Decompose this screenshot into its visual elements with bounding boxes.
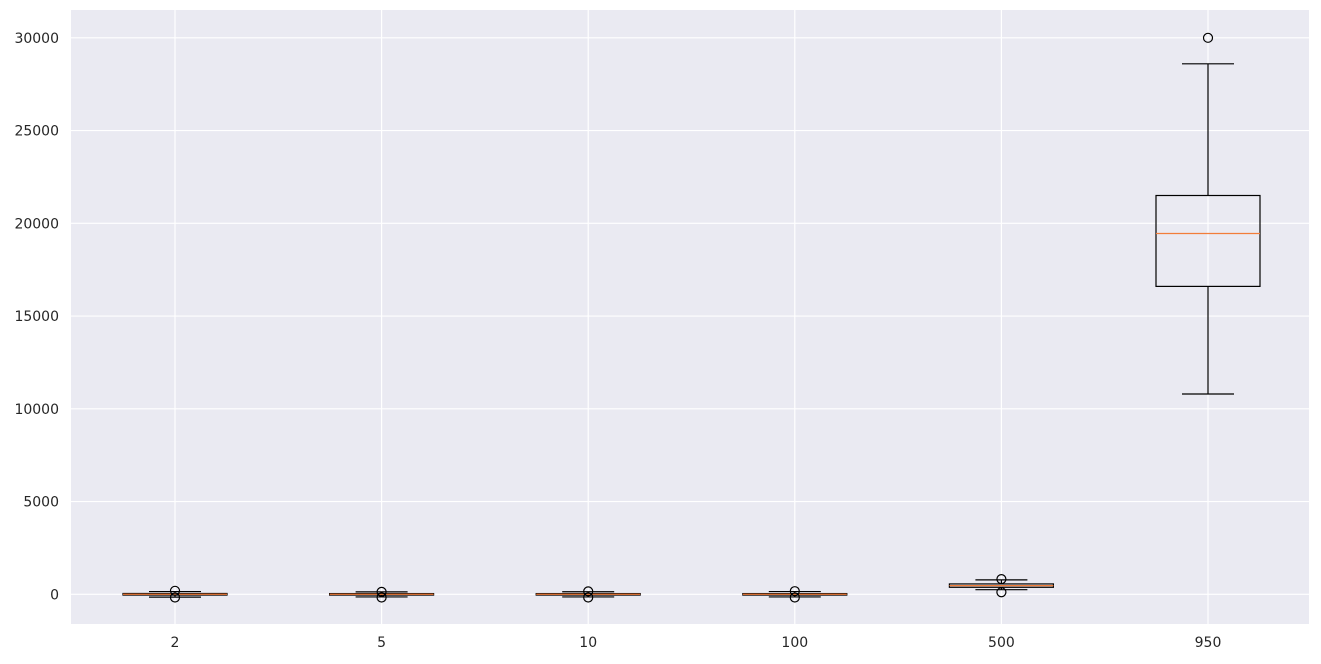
box-500 xyxy=(948,574,1055,598)
box-series xyxy=(122,32,1261,603)
outlier-point xyxy=(996,587,1007,598)
y-tick-label: 5000 xyxy=(23,495,59,511)
box-100 xyxy=(742,586,848,603)
outlier-point xyxy=(1202,32,1214,43)
x-tick-label: 950 xyxy=(1195,635,1222,651)
outlier-point xyxy=(583,592,594,603)
x-tick-label: 2 xyxy=(171,635,180,651)
outlier-point xyxy=(376,592,387,603)
y-tick-label: 20000 xyxy=(14,216,59,232)
outlier-point xyxy=(583,586,594,597)
x-tick-label: 5 xyxy=(377,635,386,651)
x-tick-label: 500 xyxy=(988,635,1015,651)
outlier-point xyxy=(169,592,181,603)
plot-area-background xyxy=(71,10,1309,624)
axis-ticks: 0 5000 10000 15000 20000 25000 30000 2 5 10 100 500… xyxy=(14,31,1221,651)
outlier-point xyxy=(996,574,1007,585)
box-10 xyxy=(535,586,641,603)
y-tick-label: 0 xyxy=(50,587,59,603)
outlier-point xyxy=(789,586,800,597)
box-950 xyxy=(1155,32,1261,395)
y-tick-label: 10000 xyxy=(14,402,59,418)
box-2 xyxy=(122,585,228,603)
box-5 xyxy=(329,586,435,603)
y-tick-label: 15000 xyxy=(14,309,59,325)
outlier-point xyxy=(376,586,387,598)
outlier-point xyxy=(789,592,800,603)
iqr-box xyxy=(1155,194,1261,287)
x-tick-label: 100 xyxy=(781,635,808,651)
x-tick-label: 10 xyxy=(579,635,597,651)
y-tick-label: 30000 xyxy=(14,31,59,47)
y-tick-label: 25000 xyxy=(14,124,59,140)
outlier-point xyxy=(169,585,181,596)
